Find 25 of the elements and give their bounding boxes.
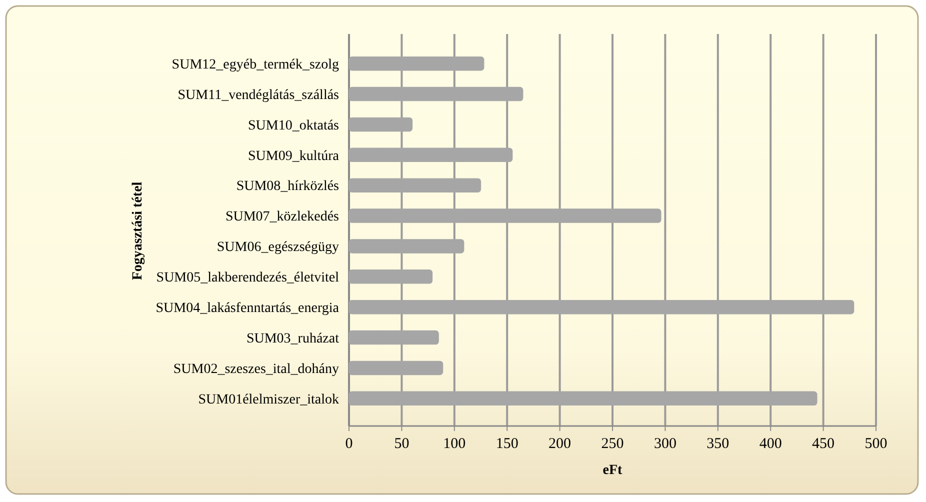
y-axis-title: Fogyasztási tétel xyxy=(130,182,146,280)
x-tick-label: 200 xyxy=(548,436,572,452)
y-tick-label: SUM07_közlekedés xyxy=(225,210,339,225)
y-tick-label: SUM06_egészségügy xyxy=(216,240,339,256)
y-tick-label: SUM11_vendéglátás_szállás xyxy=(178,88,339,103)
x-tick-label: 300 xyxy=(654,436,676,452)
y-tick-label: SUM10_oktatás xyxy=(248,118,339,134)
x-tick-label: 350 xyxy=(706,436,730,452)
x-tick-label: 150 xyxy=(496,436,518,452)
x-tick-label: 450 xyxy=(812,436,835,452)
x-axis-title: eFt xyxy=(602,463,623,478)
y-tick-label: SUM05_lakberendezés_életvitel xyxy=(156,270,340,286)
x-tick-label: 100 xyxy=(443,436,466,452)
y-tick-label: SUM04_lakásfenntartás_energia xyxy=(156,300,340,316)
x-tick-label: 0 xyxy=(345,436,353,452)
y-tick-label: SUM02_szeszes_ital_dohány xyxy=(173,362,339,377)
x-tick-label: 50 xyxy=(394,436,410,452)
y-tick-label: SUM09_kultúra xyxy=(248,148,340,164)
x-tick-label: 250 xyxy=(601,436,624,452)
x-tick-label: 500 xyxy=(864,436,888,452)
y-tick-label: SUM12_egyéb_termék_szolg xyxy=(172,57,339,72)
y-tick-label: SUM03_ruházat xyxy=(246,331,340,346)
x-tick-label: 400 xyxy=(759,436,782,452)
y-tick-label: SUM08_hírközlés xyxy=(236,179,339,194)
y-tick-label: SUM01élelmiszer_italok xyxy=(198,392,339,408)
